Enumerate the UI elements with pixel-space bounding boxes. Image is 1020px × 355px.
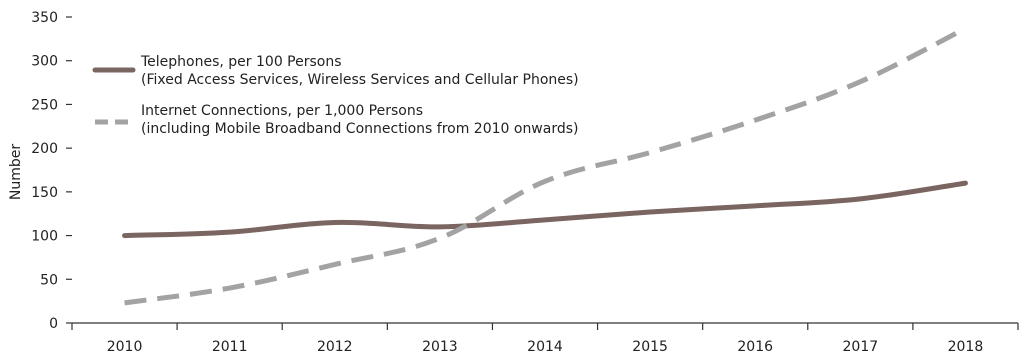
x-tick-label: 2016	[737, 339, 773, 355]
y-tick-label: 250	[31, 97, 58, 113]
x-tick-label: 2014	[527, 339, 563, 355]
y-axis: 0 50 100 150 200 250 300 350	[31, 10, 72, 332]
legend-label-telephones: Telephones, per 100 Persons	[140, 54, 342, 70]
y-tick-label: 100	[31, 229, 58, 245]
y-tick-label: 200	[31, 141, 58, 157]
legend-sublabel-internet: (including Mobile Broadband Connections …	[141, 121, 579, 137]
legend-label-internet: Internet Connections, per 1,000 Persons	[141, 103, 423, 119]
y-tick-label: 50	[40, 272, 58, 288]
x-tick-label: 2017	[843, 339, 879, 355]
y-axis-label: Number	[8, 144, 24, 200]
x-tick-label: 2010	[107, 339, 143, 355]
legend-sublabel-telephones: (Fixed Access Services, Wireless Service…	[141, 72, 579, 88]
x-tick-label: 2013	[422, 339, 458, 355]
y-tick-label: 150	[31, 185, 58, 201]
x-axis: 2010 2011 2012 2013 2014 2015 2016 2017 2018	[71, 322, 1019, 355]
y-tick-label: 350	[31, 10, 58, 26]
x-tick-label: 2018	[948, 339, 984, 355]
x-tick-label: 2011	[212, 339, 248, 355]
x-tick-label: 2012	[317, 339, 353, 355]
x-tick-label: 2015	[632, 339, 668, 355]
y-tick-label: 0	[49, 316, 58, 332]
series-group	[122, 26, 968, 306]
series-line-telephones	[122, 180, 968, 239]
legend: Telephones, per 100 Persons (Fixed Acces…	[92, 54, 579, 137]
series-line-internet	[124, 26, 967, 306]
y-tick-label: 300	[31, 54, 58, 70]
